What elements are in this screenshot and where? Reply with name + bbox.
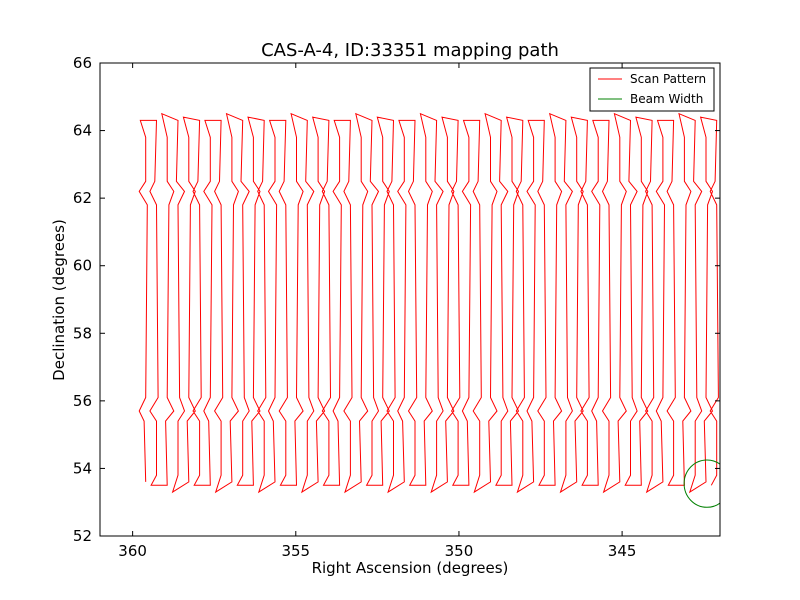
legend-box bbox=[589, 67, 715, 112]
legend-label-scan-pattern: Scan Pattern bbox=[630, 72, 706, 86]
plot-frame bbox=[99, 62, 721, 537]
chart-title: CAS-A-4, ID:33351 mapping path bbox=[261, 40, 559, 61]
x-axis-label: Right Ascension (degrees) bbox=[312, 559, 509, 577]
legend: Scan Pattern Beam Width bbox=[589, 67, 715, 112]
y-tick-label: 58 bbox=[73, 324, 92, 342]
y-axis: 52 54 56 58 60 62 64 66 bbox=[73, 54, 720, 545]
y-tick-label: 52 bbox=[73, 527, 92, 545]
plot-area bbox=[138, 112, 720, 508]
x-tick-label: 355 bbox=[281, 542, 310, 560]
y-tick-label: 66 bbox=[73, 54, 92, 72]
y-axis-label: Declination (degrees) bbox=[50, 219, 68, 381]
y-tick-label: 62 bbox=[73, 189, 92, 207]
x-tick-label: 360 bbox=[118, 542, 147, 560]
beam-width-circle bbox=[683, 459, 720, 508]
scan-pattern-line bbox=[138, 112, 719, 494]
x-axis: 360 355 350 345 bbox=[118, 63, 636, 560]
x-tick-label: 350 bbox=[445, 542, 474, 560]
legend-label-beam-width: Beam Width bbox=[630, 92, 703, 106]
y-tick-label: 60 bbox=[73, 257, 92, 275]
y-tick-label: 64 bbox=[73, 122, 92, 140]
x-tick-label: 345 bbox=[608, 542, 637, 560]
y-tick-label: 54 bbox=[73, 459, 92, 477]
y-tick-label: 56 bbox=[73, 392, 92, 410]
